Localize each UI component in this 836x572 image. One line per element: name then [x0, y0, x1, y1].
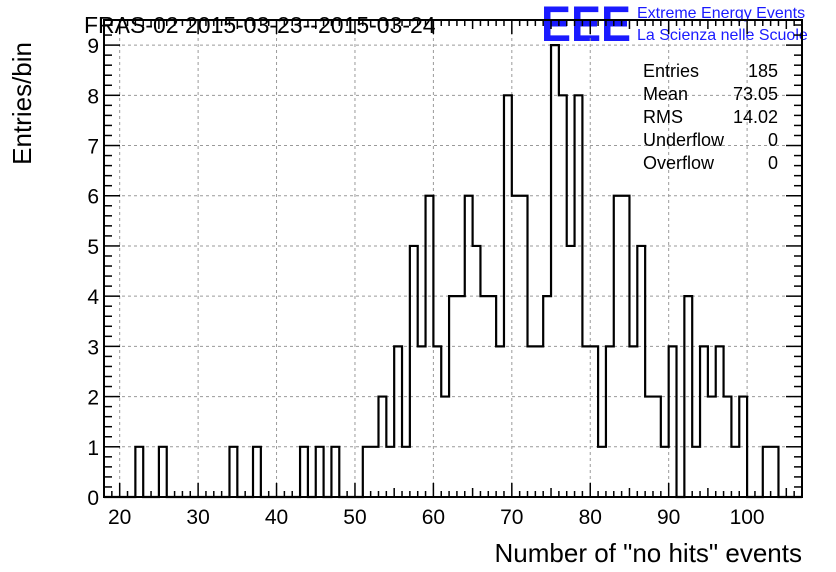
x-tick-label: 30	[186, 506, 209, 529]
x-tick-label: 90	[657, 506, 680, 529]
x-tick-label: 40	[265, 506, 288, 529]
histogram-bin	[716, 346, 724, 497]
histogram-bin	[661, 447, 669, 497]
histogram-bin	[496, 346, 504, 497]
stat-value: 0	[768, 130, 778, 150]
axis-ticks	[103, 20, 803, 498]
logo-line-1: Extreme Energy Events	[637, 5, 805, 22]
histogram-bin	[582, 346, 590, 497]
y-tick-label: 5	[87, 236, 99, 259]
histogram-bin	[551, 45, 559, 497]
y-tick-label: 3	[87, 336, 99, 359]
histogram-bin	[135, 447, 143, 497]
histogram-bin	[637, 246, 645, 497]
stat-value: 14.02	[733, 107, 778, 127]
y-tick-label: 9	[87, 35, 99, 58]
stat-label: RMS	[643, 107, 683, 127]
histogram-bin	[590, 346, 598, 497]
histogram-bin	[606, 346, 614, 497]
histogram-bin	[300, 447, 308, 497]
histogram-bin	[629, 346, 637, 497]
stat-label: Overflow	[643, 153, 715, 173]
histogram-bin	[763, 447, 771, 497]
histogram-bin	[316, 447, 324, 497]
x-tick-label: 50	[343, 506, 366, 529]
y-tick-label: 7	[87, 136, 99, 159]
y-tick-labels: 0 1 2 3 4 5 6 7 8 9	[87, 35, 99, 510]
histogram-bin	[394, 346, 402, 497]
stat-value: 185	[748, 61, 778, 81]
y-tick-label: 6	[87, 186, 99, 209]
x-tick-label: 80	[579, 506, 602, 529]
histogram-bin	[229, 447, 237, 497]
histogram-bin	[700, 346, 708, 497]
stat-label: Entries	[643, 61, 699, 81]
y-tick-label: 8	[87, 85, 99, 108]
plot-frame	[103, 19, 803, 498]
histogram-bin	[528, 346, 536, 497]
histogram-bin	[418, 346, 426, 497]
histogram-bin	[669, 346, 677, 497]
histogram-bin	[253, 447, 261, 497]
x-tick-label: 100	[730, 506, 765, 529]
x-tick-label: 70	[500, 506, 523, 529]
stat-label: Mean	[643, 84, 688, 104]
y-tick-label: 2	[87, 387, 99, 410]
grid-lines	[104, 20, 802, 497]
y-tick-label: 0	[87, 487, 99, 510]
stat-label: Underflow	[643, 130, 725, 150]
histogram-bin	[331, 447, 339, 497]
histogram-outline	[104, 44, 802, 499]
histogram-bin	[386, 447, 394, 497]
logo-line-2: La Scienza nelle Scuole	[637, 27, 808, 44]
eee-logo: EEE Extreme Energy Events La Scienza nel…	[541, 0, 808, 52]
histogram-bin	[535, 346, 543, 497]
stat-value: 0	[768, 153, 778, 173]
x-tick-label: 20	[108, 506, 131, 529]
histogram-bin	[159, 447, 167, 497]
histogram-bin	[771, 447, 779, 497]
histogram-bin	[692, 447, 700, 497]
chart-title: FRAS-02 2015-03-23--2015-03-24	[84, 12, 436, 38]
x-tick-labels: 20 30 40 50 60 70 80 90 100	[108, 506, 765, 529]
histogram-bin	[410, 246, 418, 497]
histogram-bin	[567, 246, 575, 497]
histogram-bin	[731, 447, 739, 497]
histogram-bin	[433, 346, 441, 497]
histogram-bin	[371, 447, 379, 497]
x-axis-label: Number of "no hits" events	[495, 538, 803, 568]
stats-box: Entries 185 Mean 73.05 RMS 14.02 Underflow 0 Ove…	[643, 61, 778, 173]
x-tick-label: 60	[422, 506, 445, 529]
stat-value: 73.05	[733, 84, 778, 104]
histogram-bin	[598, 447, 606, 497]
eee-logo-mark: EEE	[541, 0, 631, 52]
y-tick-label: 4	[87, 286, 99, 309]
histogram-bin	[363, 447, 371, 497]
histogram-bin	[473, 246, 481, 497]
y-tick-label: 1	[87, 437, 99, 460]
histogram-bin	[402, 447, 410, 497]
y-axis-label: Entries/bin	[7, 42, 37, 165]
